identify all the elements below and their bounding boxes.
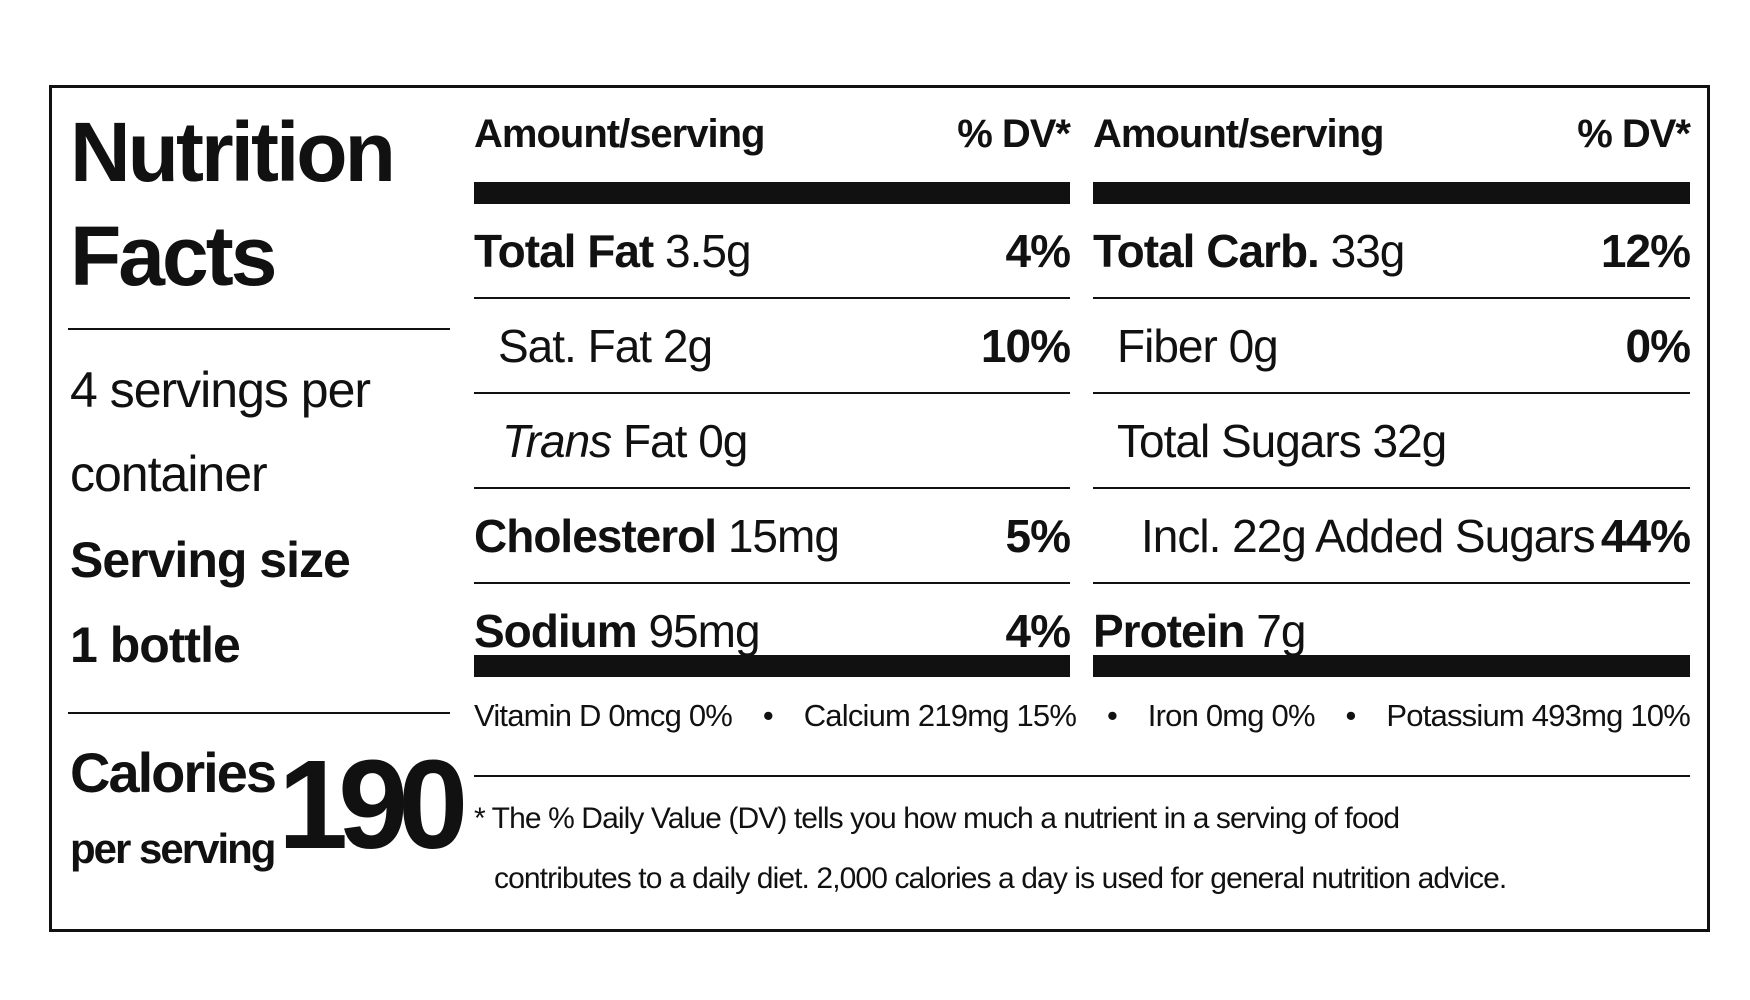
daily-value: 4% (1005, 224, 1071, 277)
nutrient-row: Cholesterol 15mg 5% (474, 489, 1071, 584)
nutrient-row: Sodium 95mg 4% (474, 584, 1071, 677)
nutrient-row: Fiber 0g 0% (1093, 299, 1691, 394)
nutrient: Sodium 95mg (474, 604, 761, 658)
nutrient-amount: 0g (1228, 319, 1279, 372)
nutrient: Total Carb. 33g (1093, 224, 1406, 278)
nutrient: Cholesterol 15mg (474, 509, 840, 563)
nutrient-name: Sat. Fat (498, 319, 652, 372)
thick-rule (474, 655, 1070, 677)
nutrient-name: Total Carb. (1093, 224, 1320, 277)
nutrient: Total Sugars 32g (1093, 414, 1447, 468)
calories-label: Calories (70, 741, 277, 804)
dv-header: % DV* (957, 112, 1071, 156)
dv-header: % DV* (1577, 112, 1691, 156)
amount-header: Amount/serving (1093, 112, 1384, 156)
serving-size: 1 bottle (70, 617, 241, 673)
daily-value: 10% (980, 319, 1071, 372)
nutrient: Total Fat 3.5g (474, 224, 752, 278)
daily-value: 5% (1005, 509, 1071, 562)
nutrient-amount: 33g (1330, 224, 1406, 277)
nutrient-name: Fiber (1117, 319, 1218, 372)
bullet: • (1345, 698, 1357, 733)
nutrient-row: Incl. 22g Added Sugars 44% (1093, 489, 1691, 584)
daily-value: 44% (1600, 509, 1691, 562)
nutrient-row: Total Carb. 33g 12% (1093, 204, 1691, 299)
daily-value: 12% (1600, 224, 1691, 277)
nutrient: Protein 7g (1093, 604, 1306, 658)
nutrient-amount: 7g (1256, 604, 1306, 657)
serving-size-label: Serving size (70, 532, 351, 588)
rule (68, 328, 450, 330)
nutrient-amount: 2g (662, 319, 713, 372)
thick-rule (1093, 182, 1690, 204)
micronutrient: Vitamin D 0mcg 0% (474, 698, 733, 733)
nutrient-name: Total Fat (474, 224, 654, 277)
column-header: Amount/serving % DV* (1093, 112, 1691, 157)
nutrient-row: Total Sugars 32g (1093, 394, 1690, 489)
micronutrient: Calcium 219mg 15% (803, 698, 1077, 733)
nutrient-name: Total Sugars (1117, 414, 1362, 467)
servings-per-container: 4 servings per container (70, 362, 371, 502)
title: Nutrition Facts (70, 105, 396, 303)
nutrient-name: Sodium (474, 604, 638, 657)
micronutrients: Vitamin D 0mcg 0% • Calcium 219mg 15% • Iron… (474, 698, 1691, 734)
nutrient-name: Fat (622, 414, 687, 467)
amount-header: Amount/serving (474, 112, 765, 156)
micronutrient: Potassium 493mg 10% (1386, 698, 1690, 733)
nutrient-amount: 32g (1372, 414, 1447, 467)
label-border (49, 85, 1710, 932)
daily-value: 4% (1005, 604, 1071, 657)
footnote-line: * The % Daily Value (DV) tells you how m… (474, 802, 1400, 835)
nutrient-name: Protein (1093, 604, 1245, 657)
rule (474, 775, 1690, 777)
nutrient-row: Sat. Fat 2g 10% (474, 299, 1071, 394)
calories-value: 190 (278, 734, 468, 875)
thick-rule (1093, 655, 1690, 677)
nutrient-amount: 0g (698, 414, 748, 467)
nutrient-name: Incl. 22g Added Sugars (1141, 509, 1596, 562)
nutrient-name-italic: Trans (502, 414, 612, 467)
nutrient: Fiber 0g (1093, 319, 1279, 373)
column-header: Amount/serving % DV* (474, 112, 1071, 157)
nutrient-row: Trans Fat 0g (474, 394, 1070, 489)
nutrient: Trans Fat 0g (474, 414, 748, 468)
nutrient-name: Cholesterol (474, 509, 717, 562)
bullet: • (1106, 698, 1118, 733)
nutrient-row: Total Fat 3.5g 4% (474, 204, 1071, 299)
bullet: • (762, 698, 774, 733)
nutrient-amount: 3.5g (665, 224, 752, 277)
nutrient-row: Protein 7g (1093, 584, 1690, 677)
rule (68, 712, 450, 714)
thick-rule (474, 182, 1070, 204)
footnote-line: contributes to a daily diet. 2,000 calor… (494, 862, 1507, 895)
daily-value: 0% (1625, 319, 1691, 372)
nutrient: Sat. Fat 2g (474, 319, 713, 373)
nutrient-amount: 15mg (727, 509, 840, 562)
calories-sub: per serving (70, 825, 276, 872)
nutrient-amount: 95mg (648, 604, 760, 657)
nutrient: Incl. 22g Added Sugars (1093, 509, 1596, 563)
micronutrient: Iron 0mg 0% (1147, 698, 1316, 733)
